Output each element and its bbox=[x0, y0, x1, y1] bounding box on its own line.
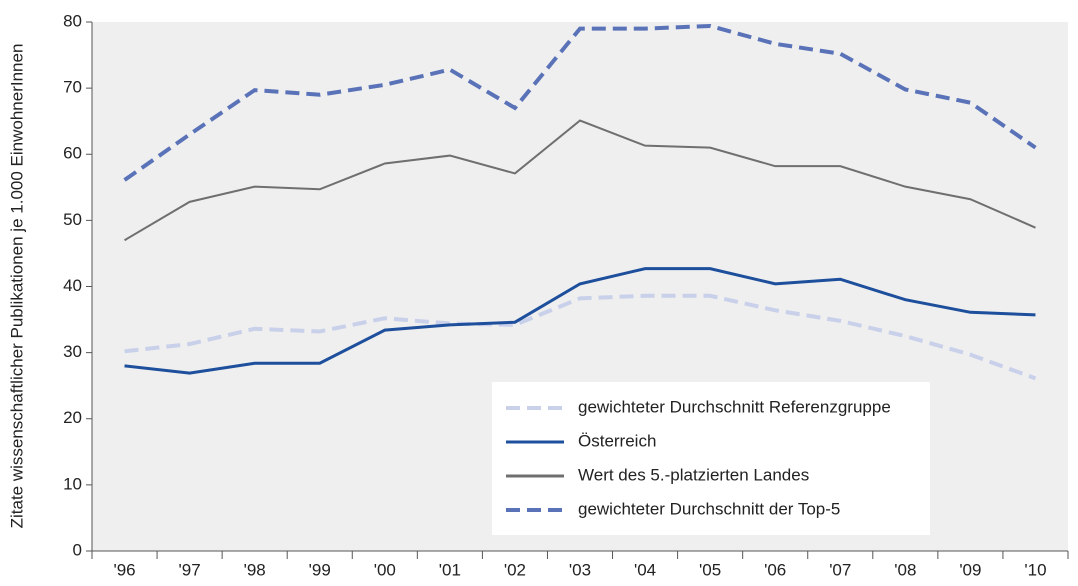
series-line bbox=[123, 23, 1037, 182]
x-tick-label: '02 bbox=[504, 560, 526, 579]
y-tick-label: 30 bbox=[63, 342, 82, 361]
x-tick-label: '99 bbox=[309, 560, 331, 579]
y-tick-label: 70 bbox=[63, 78, 82, 97]
y-tick-label: 20 bbox=[63, 408, 82, 427]
x-tick-label: '97 bbox=[179, 560, 201, 579]
y-tick-label: 0 bbox=[73, 540, 82, 559]
legend-label: gewichteter Durchschnitt der Top-5 bbox=[578, 499, 840, 518]
x-tick-label: '98 bbox=[244, 560, 266, 579]
y-tick-label: 50 bbox=[63, 210, 82, 229]
legend-label: Österreich bbox=[578, 431, 656, 450]
y-tick-label: 60 bbox=[63, 144, 82, 163]
x-tick-label: '03 bbox=[569, 560, 591, 579]
y-axis-label: Zitate wissenschaftlicher Publikationen … bbox=[7, 44, 26, 529]
y-tick-label: 80 bbox=[63, 11, 82, 30]
x-tick-label: '08 bbox=[894, 560, 916, 579]
y-tick-label: 10 bbox=[63, 474, 82, 493]
series-line bbox=[124, 119, 1036, 242]
legend-box bbox=[492, 382, 930, 535]
y-tick-label: 40 bbox=[63, 276, 82, 295]
x-tick-label: '04 bbox=[634, 560, 656, 579]
x-tick-label: '00 bbox=[374, 560, 396, 579]
x-tick-label: '96 bbox=[113, 560, 135, 579]
x-tick-label: '10 bbox=[1024, 560, 1046, 579]
x-tick-label: '01 bbox=[439, 560, 461, 579]
series-line bbox=[124, 293, 1037, 381]
series-line bbox=[124, 267, 1036, 375]
x-tick-label: '09 bbox=[959, 560, 981, 579]
x-tick-label: '05 bbox=[699, 560, 721, 579]
legend-label: Wert des 5.-platzierten Landes bbox=[578, 465, 809, 484]
x-tick-label: '06 bbox=[764, 560, 786, 579]
legend-label: gewichteter Durchschnitt Referenzgruppe bbox=[578, 397, 891, 416]
x-tick-label: '07 bbox=[829, 560, 851, 579]
